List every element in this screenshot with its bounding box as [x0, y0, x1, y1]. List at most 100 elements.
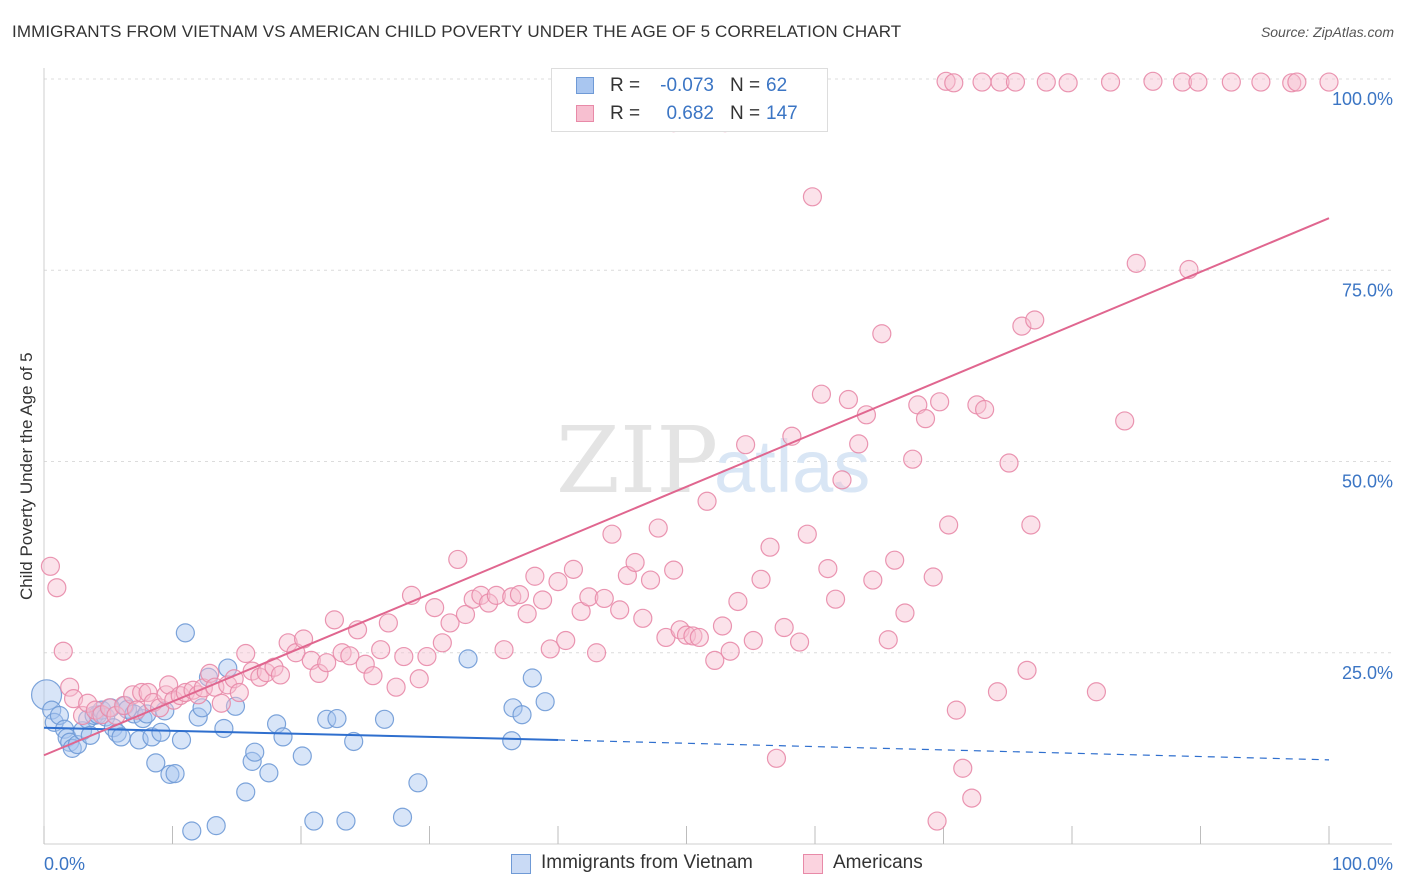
americans-point — [602, 524, 622, 544]
americans-point — [236, 643, 256, 664]
americans-trend-line — [43, 217, 1330, 757]
americans-point — [72, 705, 93, 726]
vietnam-point — [535, 692, 555, 712]
y-tick-label: 75.0% — [1342, 280, 1393, 300]
americans-point — [317, 653, 337, 673]
americans-point — [1251, 72, 1271, 92]
americans-point — [60, 677, 80, 697]
vietnam-point — [458, 649, 478, 669]
americans-point — [502, 587, 522, 607]
americans-point — [479, 593, 499, 613]
vietnam-point — [502, 731, 522, 751]
vietnam-point — [236, 782, 256, 802]
americans-point — [1086, 682, 1107, 702]
americans-point — [324, 610, 345, 630]
vietnam-point — [273, 727, 293, 747]
americans-point — [760, 537, 780, 557]
americans-point — [838, 389, 859, 410]
stats-legend: R = -0.073 N = 62 R = 0.682 N = 147 — [551, 68, 828, 132]
source-credit: Source: ZipAtlas.com — [1260, 24, 1394, 40]
vietnam-swatch — [576, 77, 594, 94]
americans-point — [1021, 515, 1041, 535]
americans-point — [640, 570, 661, 590]
americans-point — [371, 640, 391, 660]
chart-title: IMMIGRANTS FROM VIETNAM VS AMERICAN CHIL… — [12, 22, 902, 41]
americans-point — [962, 788, 982, 808]
vietnam-point — [374, 709, 395, 729]
americans-point — [78, 693, 98, 713]
americans-point — [903, 449, 923, 469]
n-value: 62 — [766, 75, 788, 96]
americans-point — [448, 549, 468, 570]
americans-point — [355, 654, 375, 674]
americans-point — [832, 470, 852, 490]
vietnam-point — [151, 722, 171, 742]
americans-point — [1172, 72, 1193, 92]
legend-label: Immigrants from Vietnam — [541, 852, 753, 873]
americans-point — [849, 434, 869, 454]
americans-point — [728, 591, 748, 612]
americans-point — [1221, 72, 1241, 92]
vietnam-point — [304, 811, 324, 831]
vietnam-point — [146, 753, 166, 773]
tick-labels: 25.0% 50.0% 75.0% 100.0% 0.0% 100.0% — [44, 89, 1393, 874]
vietnam-point — [160, 764, 180, 784]
vietnam-point — [259, 763, 279, 783]
vietnam-point — [512, 705, 532, 725]
americans-point — [586, 643, 607, 663]
americans-point — [53, 641, 73, 661]
americans-point — [927, 811, 947, 831]
vietnam-point — [30, 679, 63, 711]
vietnam-point — [206, 816, 226, 836]
watermark: ZIP atlas — [556, 407, 870, 514]
americans-point — [953, 758, 973, 778]
vietnam-point — [214, 718, 234, 739]
americans-point — [930, 392, 950, 412]
americans-point — [610, 600, 630, 620]
americans-point — [494, 640, 514, 660]
americans-point — [802, 187, 823, 207]
vietnam-point — [344, 731, 364, 752]
n-label: N = — [730, 75, 761, 96]
americans-point — [712, 616, 733, 636]
americans-point — [689, 627, 709, 648]
americans-point — [309, 663, 329, 684]
americans-point — [766, 748, 787, 768]
americans-point — [1143, 71, 1163, 91]
americans-point — [664, 560, 684, 580]
americans-point — [1005, 72, 1026, 92]
americans-swatch — [576, 105, 594, 122]
americans-point — [293, 629, 314, 649]
americans-point — [455, 604, 476, 625]
americans-point — [417, 646, 437, 667]
americans-point — [972, 72, 992, 92]
n-value: 147 — [766, 103, 798, 124]
americans-point — [1017, 660, 1037, 680]
americans-point — [1126, 253, 1146, 273]
americans-point — [563, 559, 584, 579]
americans-point — [878, 630, 898, 650]
americans-point — [789, 632, 810, 652]
americans-point — [440, 613, 460, 633]
americans-point — [774, 617, 794, 638]
americans-point — [944, 73, 964, 93]
americans-point — [386, 677, 406, 697]
stats-row-vietnam: R = -0.073 N = 62 — [552, 72, 827, 100]
americans-point — [1282, 73, 1302, 93]
americans-point — [340, 646, 360, 666]
watermark-zip: ZIP — [556, 407, 718, 514]
americans-point — [229, 682, 249, 703]
vietnam-point — [245, 742, 265, 762]
americans-point — [915, 409, 936, 429]
vietnam-point — [142, 727, 162, 747]
americans-point — [540, 639, 560, 659]
americans-point — [1319, 72, 1339, 92]
americans-point — [975, 399, 995, 420]
r-label: R = — [610, 75, 641, 96]
americans-point — [509, 585, 530, 605]
americans-point — [63, 689, 84, 709]
x-tick-label-min: 0.0% — [44, 854, 85, 874]
vietnam-point — [392, 807, 413, 827]
vietnam-point — [62, 738, 82, 758]
